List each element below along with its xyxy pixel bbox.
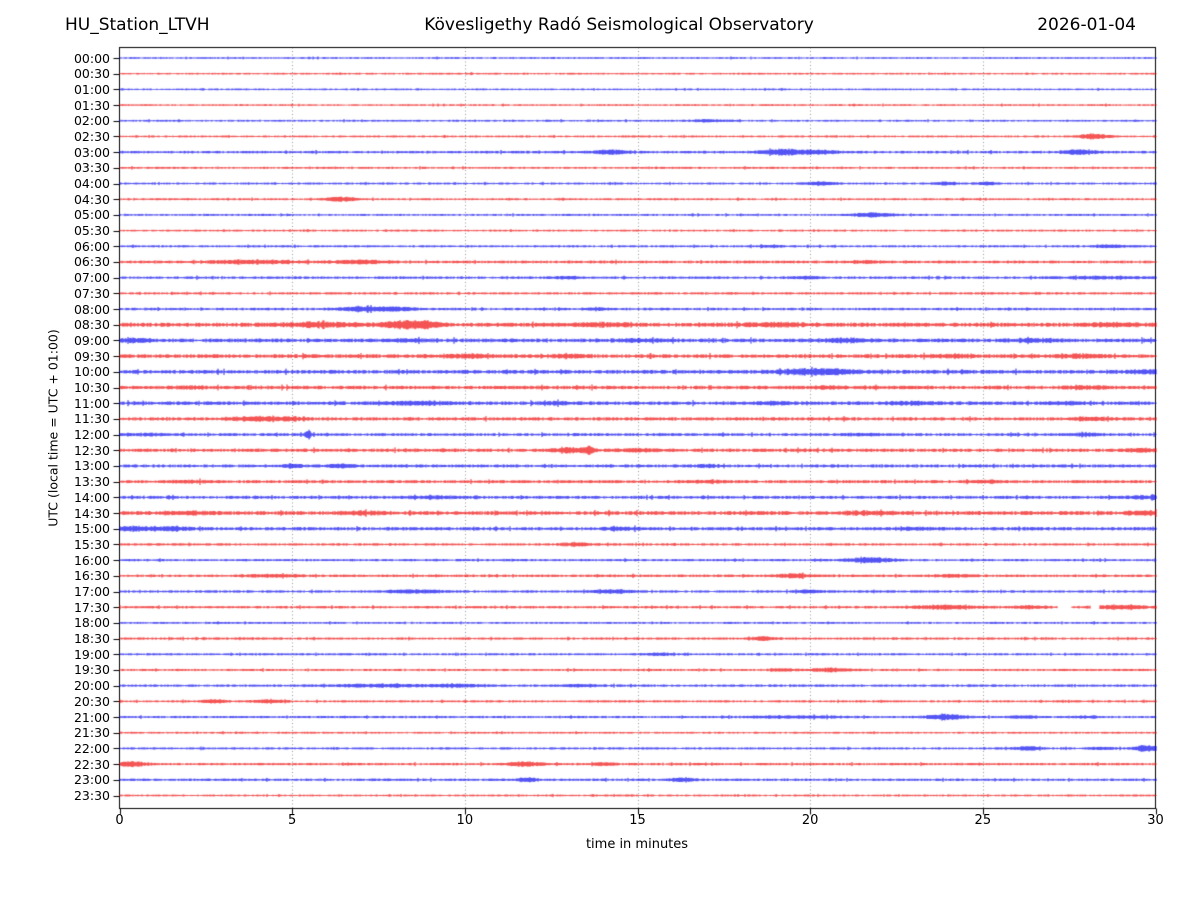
y-tick-label-2030: 20:30 <box>73 693 110 709</box>
y-tick-label-0100: 01:00 <box>73 81 110 97</box>
x-tick-label-15: 15 <box>629 813 646 828</box>
y-tick-label-1230: 12:30 <box>73 442 110 458</box>
y-tick-label-0030: 00:30 <box>73 66 110 82</box>
y-tick-label-1830: 18:30 <box>73 631 110 647</box>
y-tick-label-0630: 06:30 <box>73 254 110 270</box>
date-title: 2026-01-04 <box>1037 15 1136 35</box>
y-tick-label-1730: 17:30 <box>73 599 110 615</box>
x-axis-label: time in minutes <box>585 837 689 852</box>
y-tick-label-0800: 08:00 <box>73 301 110 317</box>
y-tick-label-0330: 03:30 <box>73 160 110 176</box>
y-tick-label-2330: 23:30 <box>73 788 110 803</box>
y-tick-label-1630: 16:30 <box>73 568 110 584</box>
x-tick-label-25: 25 <box>974 813 992 828</box>
y-tick-label-0930: 09:30 <box>73 348 110 364</box>
station-title: HU_Station_LTVH <box>65 15 210 35</box>
y-tick-label-1430: 14:30 <box>73 505 110 521</box>
y-tick-label-0900: 09:00 <box>73 332 110 348</box>
x-tick-label-30: 30 <box>1147 813 1164 828</box>
y-tick-label-0130: 01:30 <box>73 97 110 113</box>
y-tick-label-2200: 22:00 <box>73 740 110 756</box>
x-tick-label-10: 10 <box>456 813 474 828</box>
y-tick-label-0230: 02:30 <box>73 128 110 144</box>
y-tick-label-0000: 00:00 <box>73 50 110 66</box>
x-tick-label-0: 0 <box>115 813 124 828</box>
y-tick-label-2130: 21:30 <box>73 725 110 741</box>
y-tick-label-2300: 23:00 <box>73 772 110 788</box>
y-tick-label-2230: 22:30 <box>73 756 110 772</box>
y-tick-label-1700: 17:00 <box>73 584 110 599</box>
x-tick-label-5: 5 <box>288 813 297 828</box>
y-tick-label-0430: 04:30 <box>73 191 110 207</box>
y-tick-label-1300: 13:00 <box>73 458 110 474</box>
y-tick-label-0400: 04:00 <box>73 176 110 192</box>
y-tick-label-1030: 10:30 <box>73 380 110 396</box>
y-tick-label-2100: 21:00 <box>73 709 110 725</box>
y-tick-label-0500: 05:00 <box>73 207 110 223</box>
y-tick-label-1130: 11:30 <box>73 411 110 427</box>
y-tick-label-0530: 05:30 <box>73 223 110 239</box>
y-tick-label-1900: 19:00 <box>73 646 110 662</box>
y-tick-label-0300: 03:00 <box>73 144 110 160</box>
y-tick-label-1600: 16:00 <box>73 552 110 568</box>
y-tick-label-2000: 20:00 <box>73 678 110 694</box>
y-tick-label-1500: 15:00 <box>73 521 110 537</box>
y-tick-label-1330: 13:30 <box>73 474 110 490</box>
y-tick-label-1800: 18:00 <box>73 615 110 631</box>
y-tick-label-0700: 07:00 <box>73 270 110 286</box>
y-tick-label-1200: 12:00 <box>73 427 110 443</box>
y-tick-label-0600: 06:00 <box>73 238 110 254</box>
x-tick-label-20: 20 <box>801 813 819 828</box>
y-tick-label-0830: 08:30 <box>73 317 110 333</box>
y-tick-label-0200: 02:00 <box>73 113 110 129</box>
y-tick-label-0730: 07:30 <box>73 285 110 301</box>
y-tick-label-1100: 11:00 <box>73 395 110 411</box>
y-tick-label-1000: 10:00 <box>73 364 110 380</box>
y-tick-label-1930: 19:30 <box>73 662 110 678</box>
y-tick-label-1400: 14:00 <box>73 489 110 505</box>
y-tick-label-1530: 15:30 <box>73 536 110 552</box>
observatory-title: Kövesligethy Radó Seismological Observat… <box>424 15 814 35</box>
